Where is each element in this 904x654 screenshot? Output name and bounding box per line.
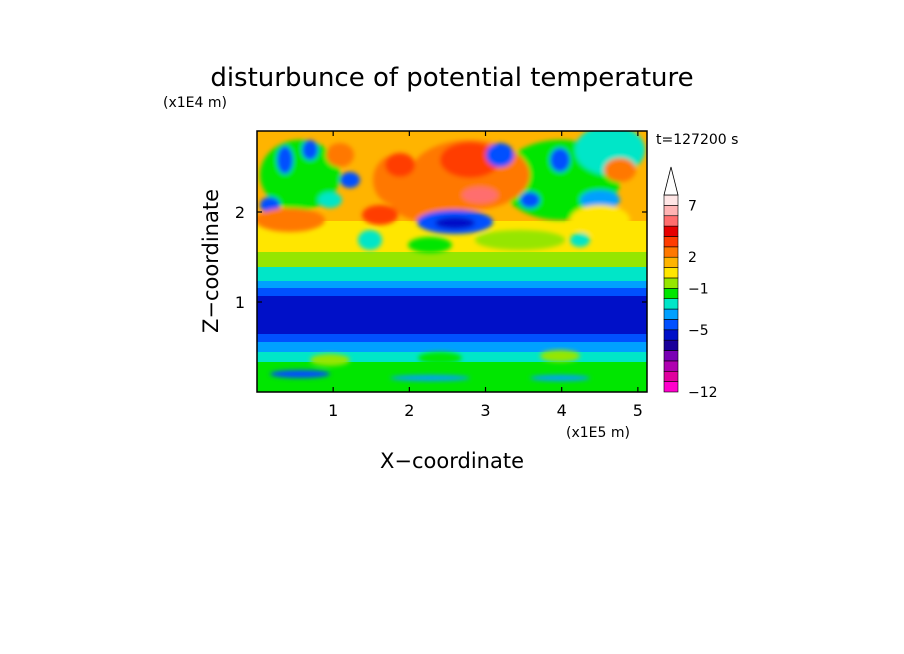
y-tick-label: 2 xyxy=(235,203,245,222)
y-tick-label: 1 xyxy=(235,293,245,312)
colorbar-segment xyxy=(663,339,679,351)
colorbar-segment xyxy=(663,256,679,268)
colorbar-segment xyxy=(663,381,679,393)
colorbar-segment xyxy=(663,246,679,258)
lower-blobs xyxy=(270,350,590,381)
y-unit-label: (x1E4 m) xyxy=(163,95,227,111)
heatmap-field xyxy=(257,131,647,392)
layer-blue-lower xyxy=(257,334,647,344)
colorbar-segment xyxy=(663,267,679,279)
colorbar-segment xyxy=(663,205,679,217)
colorbar-segment xyxy=(663,319,679,331)
colorbar-extend-arrow xyxy=(663,166,679,196)
colorbar: −12−5−127 xyxy=(663,166,718,401)
colorbar-segment xyxy=(663,360,679,372)
colorbar-label: −12 xyxy=(688,385,718,401)
colorbar-segment xyxy=(663,277,679,289)
colorbar-label: 7 xyxy=(688,198,697,214)
colorbar-segment xyxy=(663,288,679,299)
layer-green xyxy=(257,252,647,267)
x-tick-label: 3 xyxy=(480,401,490,420)
colorbar-segment xyxy=(663,215,679,227)
x-tick-label: 2 xyxy=(404,401,414,420)
x-unit-label: (x1E5 m) xyxy=(566,425,630,441)
colorbar-segment xyxy=(663,194,679,206)
upper-wave-cells xyxy=(257,131,645,253)
x-axis-label: X−coordinate xyxy=(380,449,524,473)
y-axis-ticks: 12 xyxy=(235,203,647,312)
plot-frame xyxy=(256,130,648,393)
chart-title: disturbunce of potential temperature xyxy=(210,63,693,93)
layer-lightblue xyxy=(257,281,647,291)
colorbar-segment xyxy=(663,236,679,248)
time-label: t=127200 s xyxy=(656,132,738,148)
x-tick-label: 4 xyxy=(557,401,567,420)
colorbar-segment xyxy=(663,370,679,382)
colorbar-label: −5 xyxy=(688,323,709,339)
colorbar-segment xyxy=(663,350,679,362)
colorbar-label: −1 xyxy=(688,281,709,297)
colorbar-segment xyxy=(663,298,679,310)
x-tick-label: 5 xyxy=(633,401,643,420)
layer-blue-upper xyxy=(257,288,647,298)
x-tick-label: 1 xyxy=(328,401,338,420)
colorbar-segment xyxy=(663,225,679,237)
colorbar-segment xyxy=(663,329,679,341)
colorbar-label: 2 xyxy=(688,250,697,266)
x-axis-ticks: 1 2 3 4 5 xyxy=(328,131,643,420)
y-axis-label: Z−coordinate xyxy=(199,189,223,333)
colorbar-segment xyxy=(663,308,679,320)
layer-darkblue xyxy=(257,296,647,336)
